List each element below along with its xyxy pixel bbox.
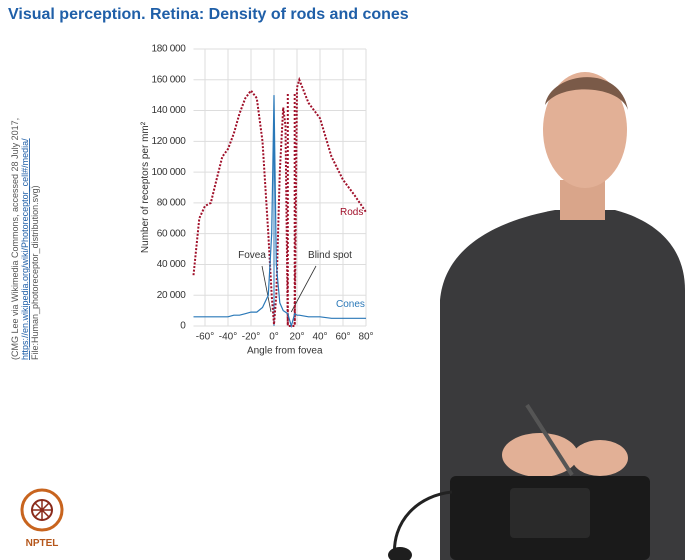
x-tick-label: 20° — [289, 332, 304, 343]
legend-label: Cones — [336, 299, 365, 310]
annotation-leader — [290, 265, 317, 313]
annotation-leader — [261, 265, 272, 313]
x-tick-label: 40° — [312, 332, 327, 343]
annotation: Fovea — [238, 250, 266, 261]
x-tick-label: -60° — [196, 332, 214, 343]
x-axis-label: Angle from fovea — [247, 346, 323, 357]
y-tick-label: 180 000 — [151, 44, 186, 55]
y-tick-label: 20 000 — [157, 290, 187, 301]
x-tick-label: 0° — [269, 332, 279, 343]
x-tick-label: -20° — [242, 332, 260, 343]
annotation: Blind spot — [308, 250, 352, 261]
y-tick-label: 100 000 — [151, 167, 186, 178]
y-axis-label: Number of receptors per mm² — [140, 121, 151, 253]
x-tick-label: 60° — [335, 332, 350, 343]
x-tick-label: -40° — [219, 332, 237, 343]
credit-line: (CMG Lee via Wikimedia Commons, accessed… — [10, 118, 20, 360]
logo-text: NPTEL — [26, 538, 59, 549]
y-tick-label: 40 000 — [157, 259, 187, 270]
y-tick-label: 80 000 — [157, 198, 187, 209]
credit-link[interactable]: https://en.wikipedia.org/wiki/Photorecep… — [20, 138, 30, 360]
presenter — [388, 72, 685, 560]
y-tick-label: 120 000 — [151, 136, 186, 147]
y-tick-label: 60 000 — [157, 228, 187, 239]
y-tick-label: 140 000 — [151, 105, 186, 116]
chart: 0 20 000 40 000 60 000 80 000 100 000 120 000 1… — [140, 44, 374, 357]
y-tick-label: 0 — [180, 321, 186, 332]
nptel-logo: NPTEL — [20, 488, 64, 549]
x-tick-label: 80° — [358, 332, 373, 343]
credit-line: File:Human_photoreceptor_distribution.sv… — [30, 185, 40, 360]
series-line — [192, 76, 367, 327]
y-tick-label: 160 000 — [151, 74, 186, 85]
series-line — [193, 95, 366, 329]
legend-label: Rods — [340, 207, 363, 218]
slide-title: Visual perception. Retina: Density of ro… — [8, 6, 409, 23]
